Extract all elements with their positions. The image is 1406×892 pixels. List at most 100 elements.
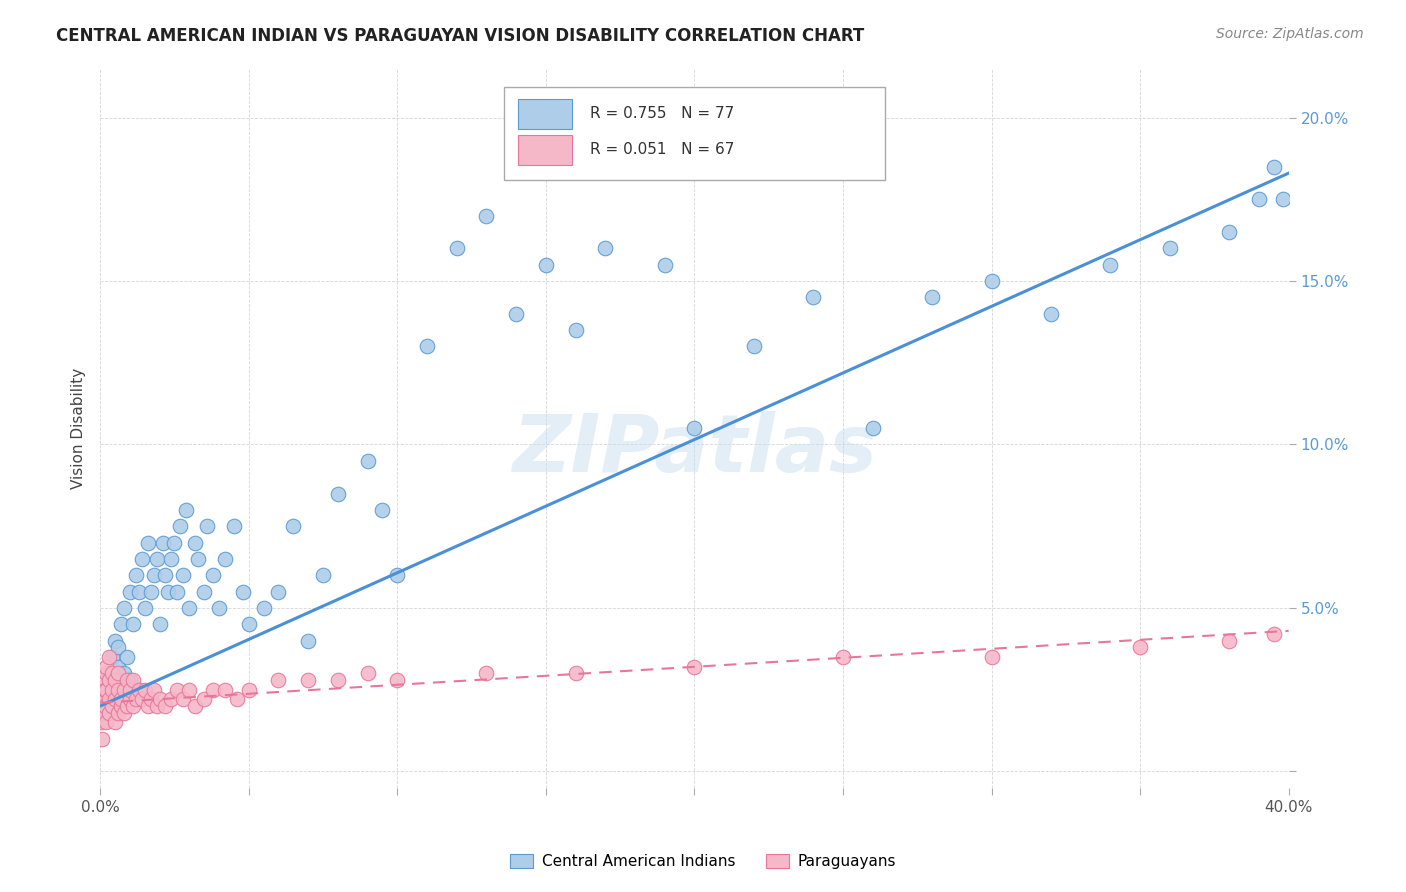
Point — [683, 660, 706, 674]
Point — [107, 682, 129, 697]
Point — [683, 421, 706, 435]
Point — [184, 699, 207, 714]
Point — [225, 692, 247, 706]
Text: ZIPatlas: ZIPatlas — [512, 410, 877, 489]
Point — [121, 673, 143, 687]
Point — [107, 666, 129, 681]
Point — [179, 601, 201, 615]
Point — [214, 682, 236, 697]
Point — [94, 682, 117, 697]
Point — [107, 660, 129, 674]
Legend: Central American Indians, Paraguayans: Central American Indians, Paraguayans — [503, 848, 903, 875]
Point — [184, 535, 207, 549]
Point — [118, 673, 141, 687]
Point — [1129, 640, 1152, 655]
Point — [98, 666, 121, 681]
Point — [91, 692, 114, 706]
Point — [166, 682, 188, 697]
Point — [179, 682, 201, 697]
Point — [104, 633, 127, 648]
Point — [801, 290, 824, 304]
Point — [134, 601, 156, 615]
Point — [312, 568, 335, 582]
Point — [93, 682, 115, 697]
Point — [93, 699, 115, 714]
Point — [98, 692, 121, 706]
Point — [475, 666, 498, 681]
Point — [742, 339, 765, 353]
Point — [110, 617, 132, 632]
Point — [118, 692, 141, 706]
Point — [172, 692, 194, 706]
Point — [157, 584, 180, 599]
Point — [152, 535, 174, 549]
Point — [131, 552, 153, 566]
Point — [193, 692, 215, 706]
Point — [115, 673, 138, 687]
Point — [115, 650, 138, 665]
Point — [112, 682, 135, 697]
Point — [125, 568, 148, 582]
Point — [91, 673, 114, 687]
Point — [921, 290, 943, 304]
Point — [169, 519, 191, 533]
Point — [208, 601, 231, 615]
Point — [142, 682, 165, 697]
Point — [118, 584, 141, 599]
Point — [326, 486, 349, 500]
Point — [91, 706, 114, 720]
Text: R = 0.755   N = 77: R = 0.755 N = 77 — [589, 106, 734, 121]
Point — [238, 682, 260, 697]
Point — [593, 241, 616, 255]
Point — [94, 715, 117, 730]
Point — [297, 673, 319, 687]
Point — [832, 650, 855, 665]
FancyBboxPatch shape — [519, 135, 572, 165]
Point — [202, 682, 225, 697]
Point — [91, 699, 114, 714]
Point — [148, 692, 170, 706]
Point — [534, 258, 557, 272]
Point — [98, 706, 121, 720]
Point — [101, 650, 124, 665]
Point — [101, 699, 124, 714]
Point — [267, 584, 290, 599]
Point — [94, 660, 117, 674]
Point — [160, 692, 183, 706]
Point — [1263, 627, 1285, 641]
Point — [1271, 192, 1294, 206]
Point — [222, 519, 245, 533]
Point — [214, 552, 236, 566]
Point — [136, 699, 159, 714]
Point — [112, 601, 135, 615]
Point — [134, 682, 156, 697]
Point — [94, 682, 117, 697]
Point — [387, 673, 409, 687]
Point — [446, 241, 468, 255]
Point — [104, 673, 127, 687]
Point — [160, 552, 183, 566]
Point — [166, 584, 188, 599]
Point — [104, 706, 127, 720]
Point — [104, 715, 127, 730]
Point — [101, 666, 124, 681]
Point — [1263, 160, 1285, 174]
Text: R = 0.051   N = 67: R = 0.051 N = 67 — [589, 143, 734, 157]
Point — [297, 633, 319, 648]
FancyBboxPatch shape — [505, 87, 884, 180]
Point — [118, 682, 141, 697]
Point — [148, 617, 170, 632]
Point — [110, 692, 132, 706]
Point — [387, 568, 409, 582]
Point — [163, 535, 186, 549]
Point — [110, 682, 132, 697]
Point — [107, 706, 129, 720]
Point — [283, 519, 305, 533]
Point — [356, 666, 378, 681]
Point — [155, 568, 177, 582]
Point — [110, 699, 132, 714]
Point — [1159, 241, 1181, 255]
Point — [107, 640, 129, 655]
Point — [98, 692, 121, 706]
Point — [1218, 225, 1240, 239]
